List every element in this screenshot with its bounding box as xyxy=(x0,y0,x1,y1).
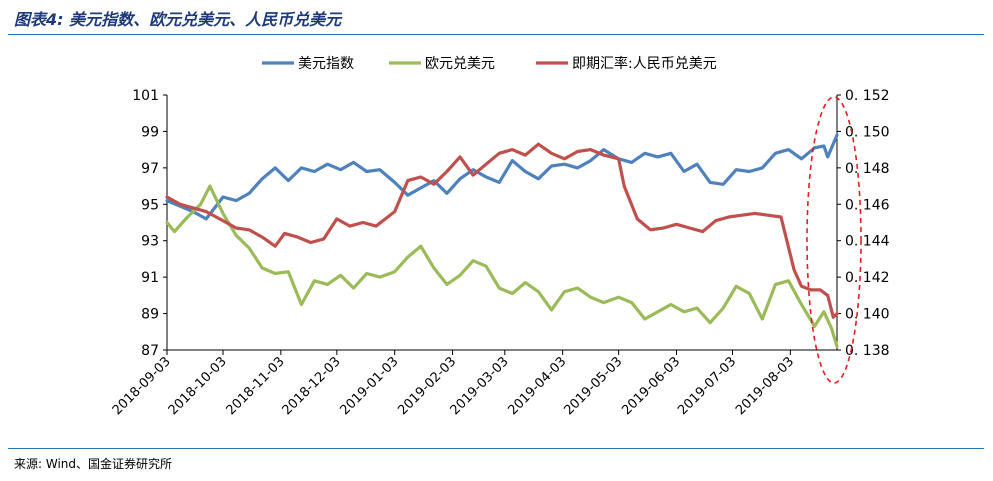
y-left-tick-label: 89 xyxy=(141,307,159,323)
x-tick-label: 2018-12-03 xyxy=(280,354,344,418)
highlight-ellipse xyxy=(806,96,862,384)
y-right-tick-label: 0. 152 xyxy=(845,88,890,104)
y-left-tick-label: 101 xyxy=(132,88,159,104)
y-right-tick-label: 0. 148 xyxy=(845,161,890,177)
y-left-tick-label: 91 xyxy=(141,270,159,286)
figure-title: 图表4: 美元指数、欧元兑美元、人民币兑美元 xyxy=(14,10,342,29)
legend-label: 欧元兑美元 xyxy=(425,56,495,72)
y-left-tick-label: 97 xyxy=(141,161,159,177)
y-left-tick-label: 95 xyxy=(141,197,159,213)
x-tick-label: 2019-08-03 xyxy=(733,354,797,418)
legend-label: 即期汇率:人民币兑美元 xyxy=(572,55,717,72)
series-line xyxy=(165,184,839,348)
legend: 美元指数 欧元兑美元 即期汇率:人民币兑美元 xyxy=(262,55,717,72)
x-tick-label: 2019-07-03 xyxy=(675,354,739,418)
x-tick-label: 2019-06-03 xyxy=(619,354,683,418)
title-rule xyxy=(8,34,984,35)
y-right-tick-label: 0. 146 xyxy=(845,197,890,213)
x-tick-label: 2019-05-03 xyxy=(561,354,625,418)
y-right-tick-label: 0. 142 xyxy=(845,270,890,286)
x-tick-label: 2019-01-03 xyxy=(337,354,401,418)
x-tick-label: 2018-11-03 xyxy=(224,354,288,418)
y-left-tick-label: 87 xyxy=(141,343,159,359)
x-tick-label: 2018-10-03 xyxy=(166,354,230,418)
y-left-tick-label: 93 xyxy=(141,234,159,250)
y-right-tick-label: 0. 138 xyxy=(845,343,890,359)
legend-label: 美元指数 xyxy=(298,56,354,72)
x-tick-label: 2018-09-03 xyxy=(110,354,174,418)
annotation xyxy=(806,96,862,384)
source-note: 来源: Wind、国金证券研究所 xyxy=(14,457,173,471)
series-line xyxy=(165,133,839,221)
source-rule xyxy=(8,448,984,449)
y-left-tick-label: 99 xyxy=(141,124,159,140)
series-line xyxy=(165,142,839,319)
y-right-tick-label: 0. 144 xyxy=(845,234,890,250)
axes: 87 89 91 93 95 97 99 101 0. 138 0. 140 0. 142 0. 14… xyxy=(110,88,890,418)
x-tick-label: 2019-04-03 xyxy=(505,354,569,418)
series-lines xyxy=(165,133,839,348)
y-right-tick-label: 0. 150 xyxy=(845,124,890,140)
y-right-tick-label: 0. 140 xyxy=(845,307,890,323)
